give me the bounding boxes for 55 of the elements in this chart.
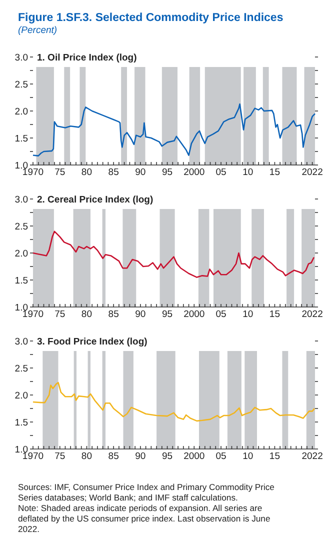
source-note: Sources: IMF, Consumer Price Index and Primary Commodity Price Series databases; World Bank; and IMF staff calculations.: [18, 482, 275, 502]
x-tick-label: 2000: [184, 451, 205, 462]
x-tick-label: 75: [54, 309, 66, 320]
x-axis-title: 3. Food Price Index (log): [37, 336, 148, 348]
x-tick-label: 05: [216, 451, 226, 462]
x-axis-title: 2. Cereal Price Index (log): [37, 194, 154, 206]
x-tick-label: 15: [269, 167, 280, 178]
x-tick-label: 15: [269, 309, 280, 320]
x-tick-label: 2000: [184, 167, 205, 178]
x-tick-label: 90: [135, 309, 146, 320]
x-tick-label: 95: [162, 167, 173, 178]
y-tick-label: 1.5: [14, 417, 28, 428]
y-tick-label: 2.0: [14, 106, 28, 118]
x-tick-label: 2022: [302, 167, 323, 178]
y-tick-label: 1.5: [14, 133, 28, 144]
x-tick-label: 90: [135, 451, 146, 462]
y-tick-label: 2.0: [14, 390, 28, 402]
x-tick-label: 10: [242, 309, 254, 320]
line-series: [32, 382, 316, 422]
y-tick-label: 2.5: [14, 79, 28, 90]
x-tick-label: 85: [108, 167, 119, 178]
x-tick-label: 95: [162, 451, 173, 462]
y-tick-label: 1.5: [14, 275, 28, 286]
x-tick-label: 2022: [302, 309, 323, 320]
x-tick-label: 10: [242, 451, 254, 462]
x-tick-label: 80: [81, 309, 92, 320]
x-tick-label: 1970: [22, 451, 44, 462]
x-tick-label: 90: [135, 167, 146, 178]
chart-title: Figure 1.SF.3. Selected Commodity Price Indices: [18, 12, 284, 24]
x-tick-label: 1970: [22, 309, 44, 320]
y-tick-label: 2.0: [14, 248, 28, 260]
x-tick-label: 10: [242, 167, 254, 178]
x-axis-title: 1. Oil Price Index (log): [37, 52, 137, 64]
x-tick-label: 1970: [22, 167, 44, 178]
text: Note: Shaded areas indicate periods of expansion. All series are deflated by the US consumer price index. Last observation is June 2022.: [18, 503, 270, 534]
x-tick-label: 85: [108, 309, 119, 320]
y-tick-label: 3.0: [14, 194, 28, 206]
x-tick-label: 15: [269, 451, 280, 462]
chart-subtitle: (Percent): [18, 25, 58, 36]
line-series: [32, 103, 316, 156]
x-tick-label: 80: [81, 167, 92, 178]
x-tick-label: 05: [216, 309, 226, 320]
line-series: [32, 230, 315, 278]
x-tick-label: 80: [81, 451, 92, 462]
x-tick-label: 05: [216, 167, 226, 178]
y-tick-label: 3.0: [14, 336, 28, 348]
y-tick-label: 3.0: [14, 52, 28, 64]
x-tick-label: 75: [54, 451, 66, 462]
x-tick-label: 2022: [302, 451, 323, 462]
y-tick-label: 2.5: [14, 221, 28, 232]
x-tick-label: 95: [162, 309, 173, 320]
x-tick-label: 2000: [184, 309, 205, 320]
y-tick-label: 2.5: [14, 363, 28, 374]
x-tick-label: 85: [108, 451, 119, 462]
x-tick-label: 75: [54, 167, 66, 178]
